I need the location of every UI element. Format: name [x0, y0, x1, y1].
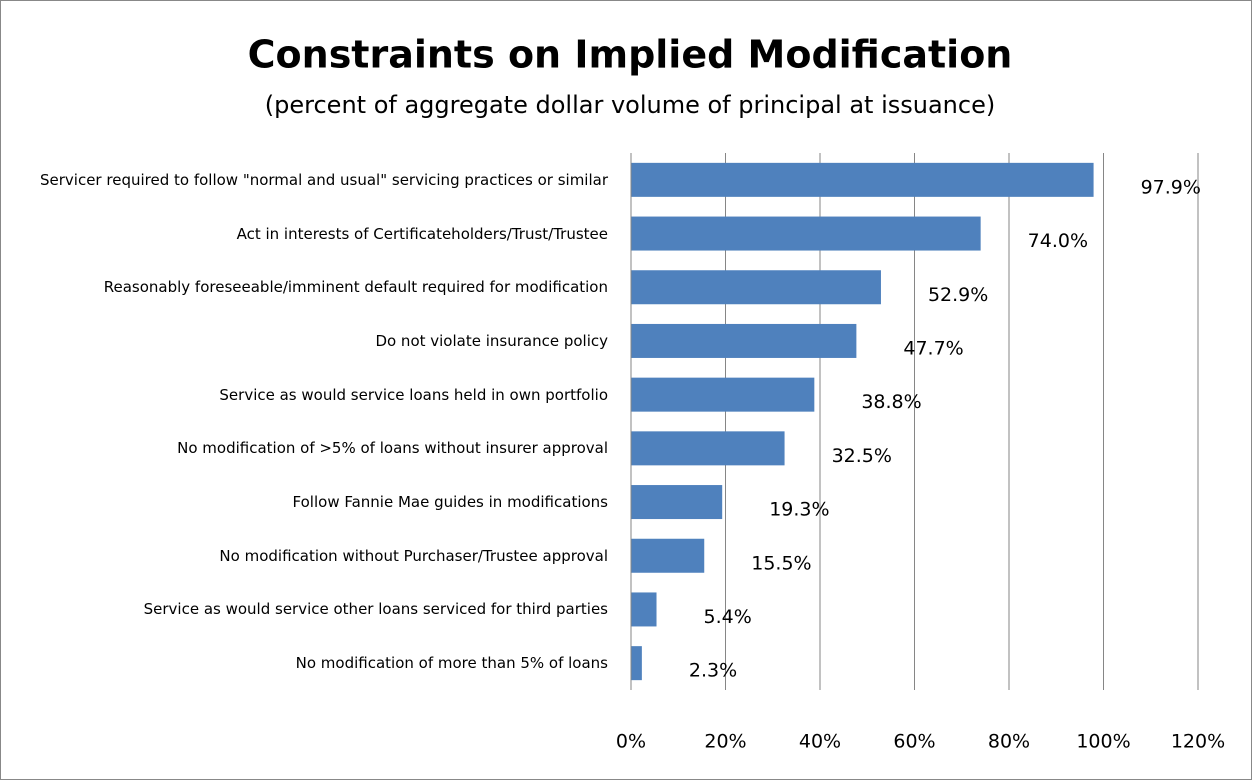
- bar: [631, 538, 705, 573]
- bar: [631, 323, 857, 358]
- category-label-box: Reasonably foreseeable/imminent default …: [18, 276, 608, 298]
- category-label-box: Service as would service loans held in o…: [18, 384, 608, 406]
- category-label-box: Do not violate insurance policy: [18, 330, 608, 352]
- bar: [631, 592, 657, 627]
- y-tick-label: No modification of more than 5% of loans: [295, 654, 608, 673]
- x-tick-label: 20%: [704, 731, 746, 753]
- y-tick-label: Reasonably foreseeable/imminent default …: [103, 278, 608, 297]
- y-tick-label: Act in interests of Certificateholders/T…: [236, 224, 608, 243]
- x-tick-label: 80%: [988, 731, 1030, 753]
- data-label: 47.7%: [903, 337, 963, 359]
- data-label: 15.5%: [751, 552, 811, 574]
- bar: [631, 646, 642, 681]
- x-tick-label: 100%: [1076, 731, 1130, 753]
- bar: [631, 162, 1094, 197]
- category-label-box: Act in interests of Certificateholders/T…: [18, 223, 608, 245]
- bar: [631, 431, 785, 466]
- y-tick-label: Follow Fannie Mae guides in modification…: [292, 493, 608, 512]
- data-label: 2.3%: [689, 660, 737, 682]
- data-label: 19.3%: [769, 499, 829, 521]
- y-tick-label: Service as would service other loans ser…: [143, 600, 608, 619]
- y-tick-label: Service as would service loans held in o…: [219, 385, 608, 404]
- data-label: 74.0%: [1028, 230, 1088, 252]
- x-tick-label: 0%: [616, 731, 646, 753]
- bar: [631, 216, 981, 251]
- category-label-box: Service as would service other loans ser…: [18, 598, 608, 620]
- data-label: 52.9%: [928, 284, 988, 306]
- category-label-box: Servicer required to follow "normal and …: [18, 169, 608, 191]
- data-label: 38.8%: [861, 391, 921, 413]
- category-label-box: No modification of >5% of loans without …: [18, 437, 608, 459]
- category-label-box: No modification without Purchaser/Truste…: [18, 545, 608, 567]
- bar: [631, 270, 881, 305]
- y-tick-label: No modification of >5% of loans without …: [177, 439, 608, 458]
- chart-title: Constraints on Implied Modification: [248, 33, 1013, 77]
- category-label-box: Follow Fannie Mae guides in modification…: [18, 491, 608, 513]
- y-tick-label: No modification without Purchaser/Truste…: [219, 546, 608, 565]
- data-label: 32.5%: [832, 445, 892, 467]
- x-tick-label: 120%: [1171, 731, 1225, 753]
- y-tick-label: Do not violate insurance policy: [375, 331, 608, 350]
- x-tick-label: 40%: [799, 731, 841, 753]
- y-tick-label: Servicer required to follow "normal and …: [40, 170, 608, 189]
- bar: [631, 485, 723, 520]
- data-label: 97.9%: [1141, 176, 1201, 198]
- category-label-box: No modification of more than 5% of loans: [18, 652, 608, 674]
- bar: [631, 377, 815, 412]
- x-tick-label: 60%: [893, 731, 935, 753]
- data-label: 5.4%: [704, 606, 752, 628]
- chart-subtitle: (percent of aggregate dollar volume of p…: [265, 91, 995, 119]
